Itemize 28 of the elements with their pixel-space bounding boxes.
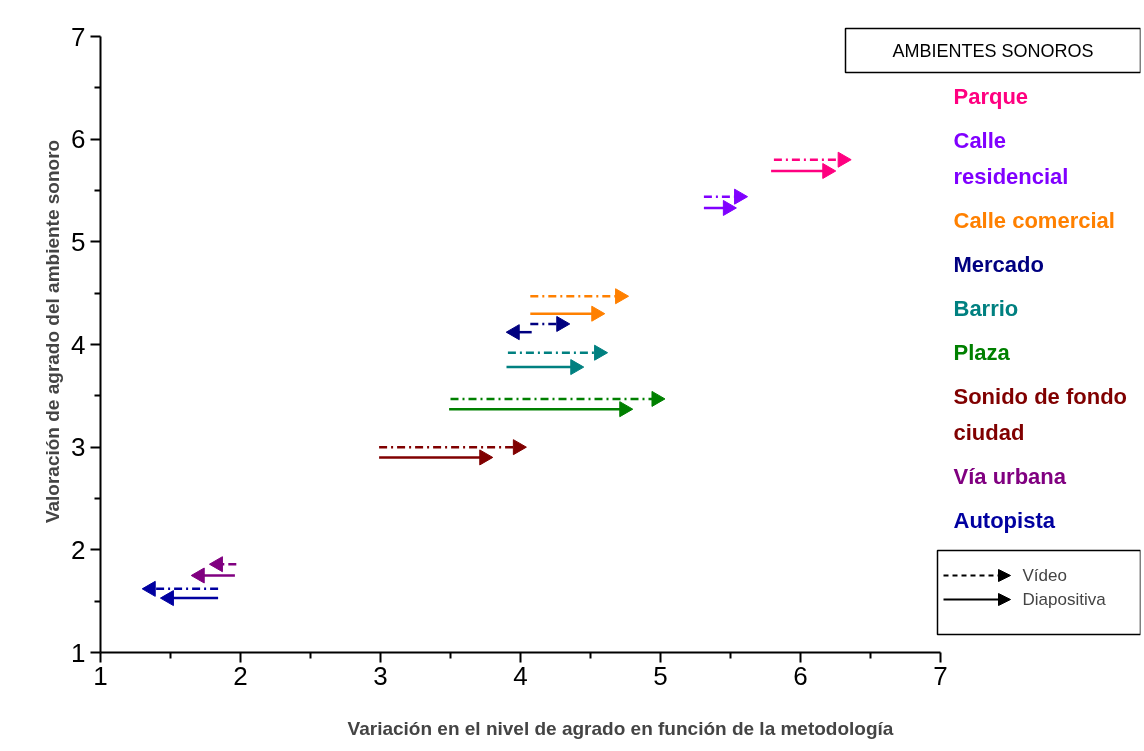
legend-title: AMBIENTES SONOROS [892, 40, 1094, 61]
y-tick-label: 4 [71, 329, 86, 360]
x-tick-label: 4 [513, 660, 528, 691]
x-tick-label: 7 [933, 660, 948, 691]
text: Calle comercial [953, 208, 1115, 233]
y-tick-label: 6 [71, 124, 86, 155]
text: Mercado [953, 252, 1044, 277]
text: Diapositiva [1022, 590, 1107, 609]
x-tick-label: 3 [373, 660, 388, 691]
text: Sonido de fondo ciudad [953, 384, 1128, 445]
text: Calle residencial [953, 128, 1069, 189]
text: Plaza [953, 340, 1011, 365]
x-tick-label: 1 [93, 660, 108, 691]
x-axis-title: Variación en el nivel de agrado en función de la metodología [347, 717, 894, 739]
text: Parque [953, 84, 1029, 109]
y-tick-label: 2 [71, 534, 86, 565]
y-tick-label: 3 [71, 432, 86, 463]
text: Barrio [953, 296, 1019, 321]
y-tick-label: 5 [71, 226, 86, 257]
text: Vídeo [1022, 566, 1067, 585]
text: Vía urbana [953, 464, 1067, 489]
y-axis-title: Valoración de agrado del ambiente sonoro [42, 139, 64, 524]
text: Autopista [953, 508, 1056, 533]
x-tick-label: 2 [233, 660, 248, 691]
x-tick-label: 6 [793, 660, 808, 691]
y-tick-label: 7 [71, 21, 86, 52]
x-tick-label: 5 [653, 660, 668, 691]
y-tick-label: 1 [71, 637, 86, 668]
